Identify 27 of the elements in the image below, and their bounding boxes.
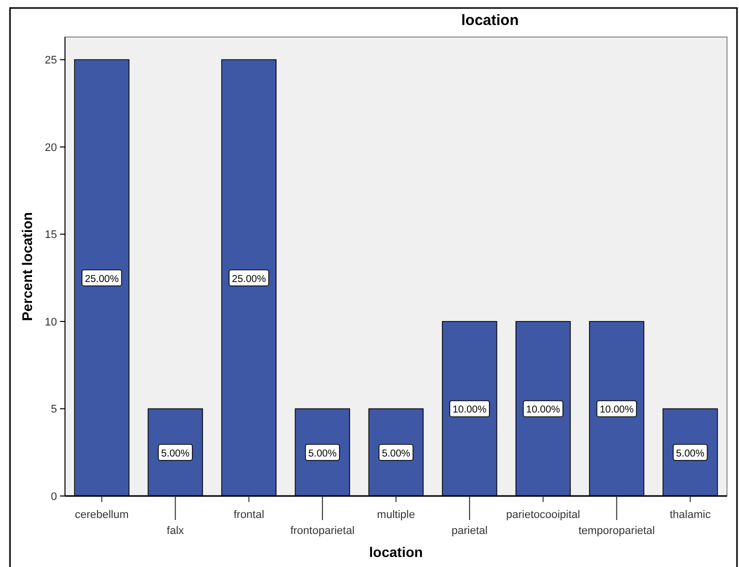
x-tick-label: parietal (452, 525, 488, 537)
x-tick-label: frontal (234, 509, 264, 521)
x-tick-label: thalamic (670, 509, 712, 521)
x-tick-label: cerebellum (74, 509, 129, 521)
chart-title: location (461, 12, 519, 29)
x-tick-label: frontoparietal (290, 525, 355, 537)
y-tick-label: 15 (44, 229, 57, 242)
x-tick-label: temporoparietal (578, 525, 655, 537)
y-tick-label: 25 (44, 54, 57, 67)
y-tick-label: 10 (44, 316, 57, 328)
data-label: 25.00% (84, 274, 119, 285)
y-tick-label: 0 (50, 491, 57, 503)
y-axis-title: Percent location (19, 212, 35, 321)
data-label: 5.00% (382, 448, 410, 460)
x-tick-label: multiple (377, 509, 415, 521)
data-label: 5.00% (308, 448, 337, 460)
y-tick-label: 20 (44, 142, 57, 154)
x-tick-label: parietocooipital (506, 509, 580, 521)
data-label: 10.00% (600, 404, 634, 416)
y-tick-label: 5 (50, 404, 57, 416)
x-tick-label: falx (166, 525, 184, 537)
x-axis-title: location (369, 544, 423, 560)
data-label: 10.00% (526, 404, 560, 416)
data-label: 25.00% (232, 274, 266, 285)
data-label: 10.00% (452, 404, 487, 416)
data-label: 5.00% (676, 448, 705, 460)
data-label: 5.00% (161, 448, 190, 460)
